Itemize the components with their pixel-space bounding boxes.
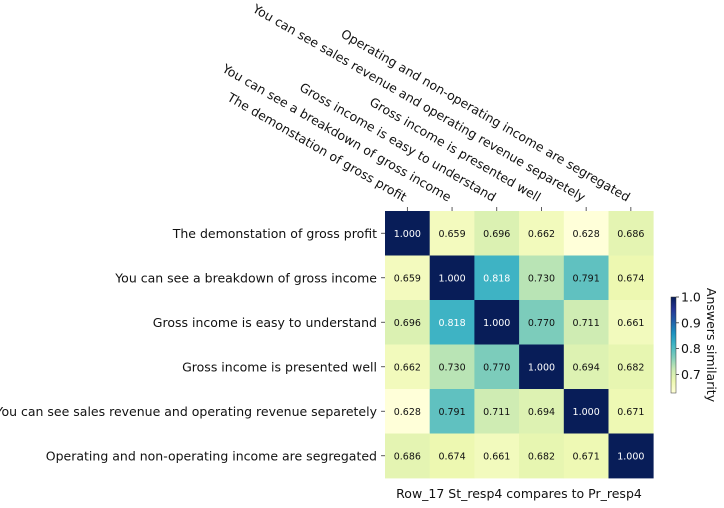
heatmap-cell (474, 344, 520, 390)
heatmap-cell (429, 344, 475, 390)
cell-value-label: 1.000 (394, 229, 421, 240)
heatmap-cell (563, 433, 609, 479)
cell-value-label: 1.000 (617, 451, 644, 462)
cell-value-label: 0.671 (617, 407, 644, 418)
cell-value-label: 1.000 (483, 318, 510, 329)
colorbar-tick-label: 1.0 (681, 290, 701, 305)
heatmap-cell (563, 344, 609, 390)
heatmap-cell (385, 344, 431, 390)
heatmap-cell (519, 211, 565, 256)
colorbar-label: Answers similarity (704, 288, 719, 403)
cell-value-label: 1.000 (573, 407, 600, 418)
colorbar-gradient (670, 296, 677, 394)
row-label: You can see a breakdown of gross income (114, 270, 377, 285)
row-label: Gross income is presented well (182, 359, 377, 374)
heatmap-cell (429, 255, 475, 301)
heatmap-cell (385, 433, 431, 479)
colorbar-tick-label: 0.7 (681, 367, 701, 382)
heatmap-cell (519, 433, 565, 479)
cell-value-label: 1.000 (438, 273, 465, 284)
cell-value-label: 0.686 (617, 229, 644, 240)
heatmap-cell (474, 389, 520, 434)
heatmap-cell (519, 300, 565, 345)
cell-value-label: 0.659 (438, 229, 465, 240)
cell-value-label: 1.000 (528, 362, 555, 373)
row-labels: The demonstation of gross profit You can … (0, 226, 385, 463)
cell-value-label: 0.730 (528, 273, 555, 284)
cell-value-label: 0.818 (483, 273, 510, 284)
cell-value-label: 0.628 (394, 407, 421, 418)
cell-value-label: 0.770 (483, 362, 510, 373)
cell-value-label: 0.682 (617, 362, 644, 373)
heatmap-cell (429, 433, 475, 479)
cell-value-label: 0.730 (438, 362, 465, 373)
cell-value-label: 0.791 (438, 407, 465, 418)
heatmap-cell (519, 255, 565, 301)
cell-value-label: 0.694 (573, 362, 600, 373)
cell-value-label: 0.694 (528, 407, 555, 418)
cell-value-label: 0.696 (483, 229, 510, 240)
heatmap-cell (474, 300, 520, 345)
heatmap-cell (429, 211, 475, 256)
cell-value-label: 0.662 (528, 229, 555, 240)
colorbar-ticks: 0.7 0.8 0.9 1.0 (676, 290, 701, 382)
row-label: Operating and non-operating income are s… (46, 448, 377, 463)
heatmap-cell (385, 255, 431, 301)
row-label: Gross income is easy to understand (153, 315, 377, 330)
cell-value-label: 0.791 (573, 273, 600, 284)
colorbar: 0.7 0.8 0.9 1.0 Answers similarity (670, 288, 719, 403)
cell-value-label: 0.674 (438, 451, 465, 462)
heatmap-cell (429, 300, 475, 345)
cell-value-label: 0.682 (528, 451, 555, 462)
heatmap-cell (519, 389, 565, 434)
cell-value-label: 0.674 (617, 273, 644, 284)
heatmap-cell (608, 433, 654, 479)
colorbar-tick-label: 0.9 (681, 315, 701, 330)
cell-value-label: 0.661 (617, 318, 644, 329)
cell-value-label: 0.661 (483, 451, 510, 462)
row-label: You can see sales revenue and operating … (0, 404, 378, 419)
heatmap-cell (563, 255, 609, 301)
heatmap-cell (608, 211, 654, 256)
cell-value-label: 0.696 (394, 318, 421, 329)
cell-value-label: 0.671 (573, 451, 600, 462)
cell-value-label: 0.628 (573, 229, 600, 240)
cell-value-label: 0.770 (528, 318, 555, 329)
heatmap-cell (385, 300, 431, 345)
heatmap-cell (608, 389, 654, 434)
cell-value-label: 0.686 (394, 451, 421, 462)
heatmap-cell (519, 344, 565, 390)
cell-value-label: 0.711 (573, 318, 600, 329)
x-axis-label: Row_17 St_resp4 compares to Pr_resp4 (396, 486, 642, 501)
row-label: The demonstation of gross profit (172, 226, 377, 241)
heatmap-cell (474, 433, 520, 479)
heatmap-cell (608, 344, 654, 390)
cell-value-label: 0.818 (438, 318, 465, 329)
cell-value-label: 0.659 (394, 273, 421, 284)
heatmap-cell (385, 389, 431, 434)
colorbar-tick-label: 0.8 (681, 341, 701, 356)
heatmap-cells: 1.000 0.659 0.696 0.662 0.628 0.686 0.659 1.000… (385, 211, 654, 479)
heatmap-cell (385, 211, 431, 256)
heatmap-cell (474, 211, 520, 256)
cell-value-label: 0.662 (394, 362, 421, 373)
heatmap-cell (563, 211, 609, 256)
heatmap-cell (563, 300, 609, 345)
heatmap-cell (429, 389, 475, 434)
heatmap-cell (608, 255, 654, 301)
heatmap-cell (563, 389, 609, 434)
heatmap-cell (474, 255, 520, 301)
heatmap-cell (608, 300, 654, 345)
cell-value-label: 0.711 (483, 407, 510, 418)
